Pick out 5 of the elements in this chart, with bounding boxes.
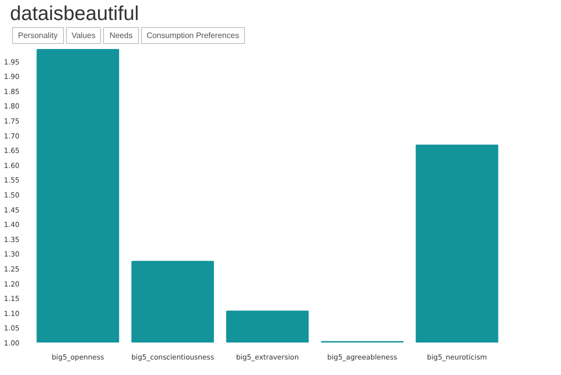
text: Personality xyxy=(12,27,64,44)
text: Values xyxy=(66,27,102,44)
chart-title: dataisbeautiful xyxy=(10,2,139,27)
text: Needs xyxy=(103,27,139,44)
text: Consumption Preferences xyxy=(140,27,246,44)
